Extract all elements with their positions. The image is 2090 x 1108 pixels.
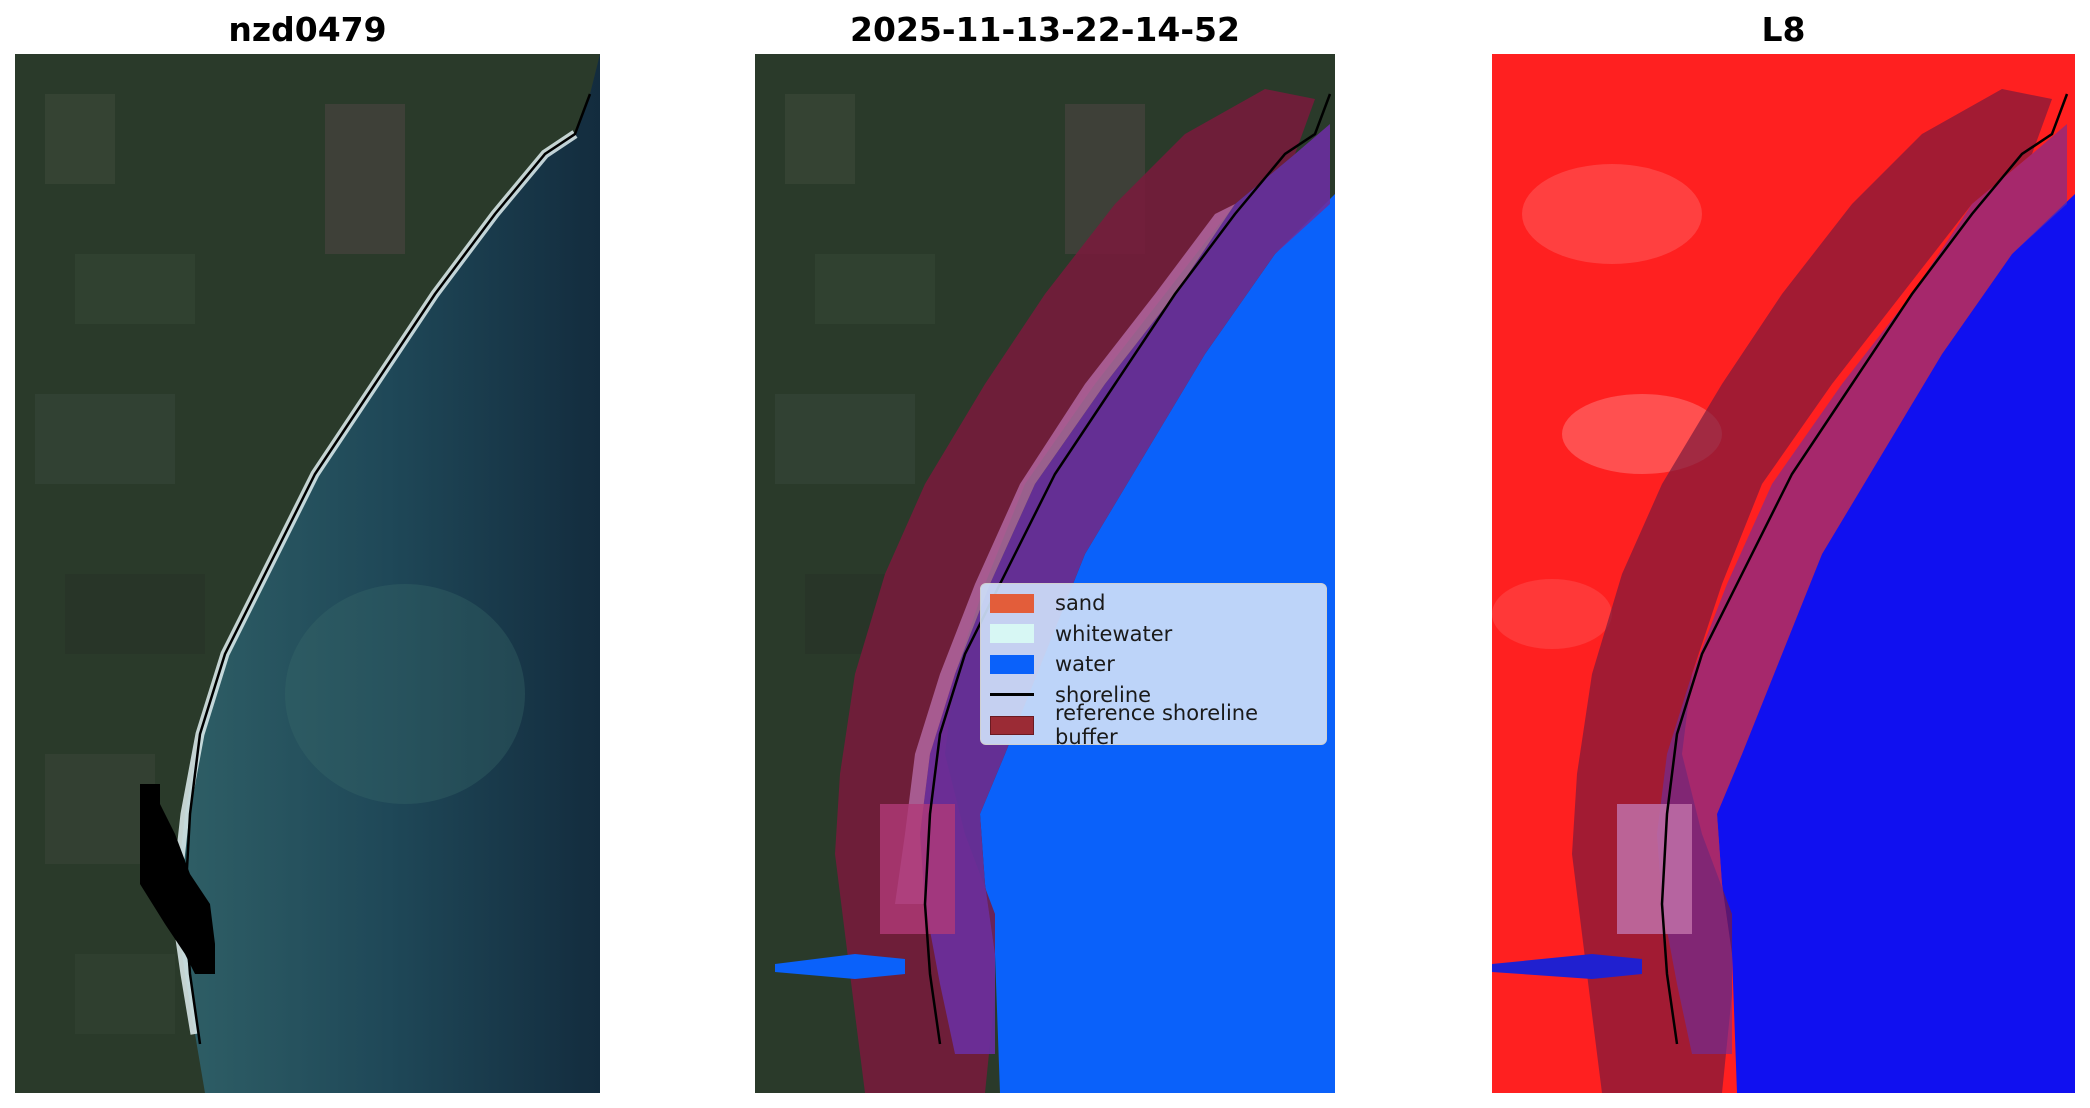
legend-item-whitewater: whitewater xyxy=(990,619,1326,650)
river-water xyxy=(775,954,905,979)
rgb-satellite-image xyxy=(15,54,600,1093)
legend-label-shoreline: shoreline xyxy=(1055,682,1152,707)
legend-label-reference-buffer: reference shoreline buffer xyxy=(1055,701,1259,750)
river-water xyxy=(1492,954,1642,979)
legend-label-water: water xyxy=(1055,652,1115,677)
panel-title-classified: 2025-11-13-22-14-52 xyxy=(850,10,1240,49)
legend: sand whitewater water shoreline referenc… xyxy=(980,583,1327,749)
legend-item-shoreline: shoreline xyxy=(990,680,1326,711)
legend-item-water: water xyxy=(990,649,1326,680)
legend-item-reference-buffer: reference shoreline buffer xyxy=(990,701,1326,749)
legend-swatch-water xyxy=(990,654,1034,674)
legend-label-whitewater: whitewater xyxy=(1055,621,1173,646)
legend-line-shoreline xyxy=(990,693,1034,697)
legend-swatch-reference-buffer xyxy=(990,715,1034,735)
rgb-image-panel xyxy=(15,54,600,1093)
cloud-mask-area xyxy=(140,784,215,974)
legend-swatch-sand xyxy=(990,593,1034,613)
shoreline-line xyxy=(923,93,1332,1045)
ocean-area xyxy=(175,54,600,1093)
shoreline-line xyxy=(1660,93,2069,1045)
classified-image xyxy=(755,54,1335,1093)
legend-label-sand: sand xyxy=(1055,591,1106,616)
water-index-area xyxy=(1717,194,2075,1093)
panel-title-rgb: nzd0479 xyxy=(228,10,387,49)
panel-title-index: L8 xyxy=(1761,10,1806,49)
legend-swatch-whitewater xyxy=(990,624,1034,644)
index-image-panel xyxy=(1492,54,2075,1093)
classified-image-panel xyxy=(755,54,1335,1093)
legend-item-sand: sand xyxy=(990,588,1326,619)
index-image xyxy=(1492,54,2075,1093)
